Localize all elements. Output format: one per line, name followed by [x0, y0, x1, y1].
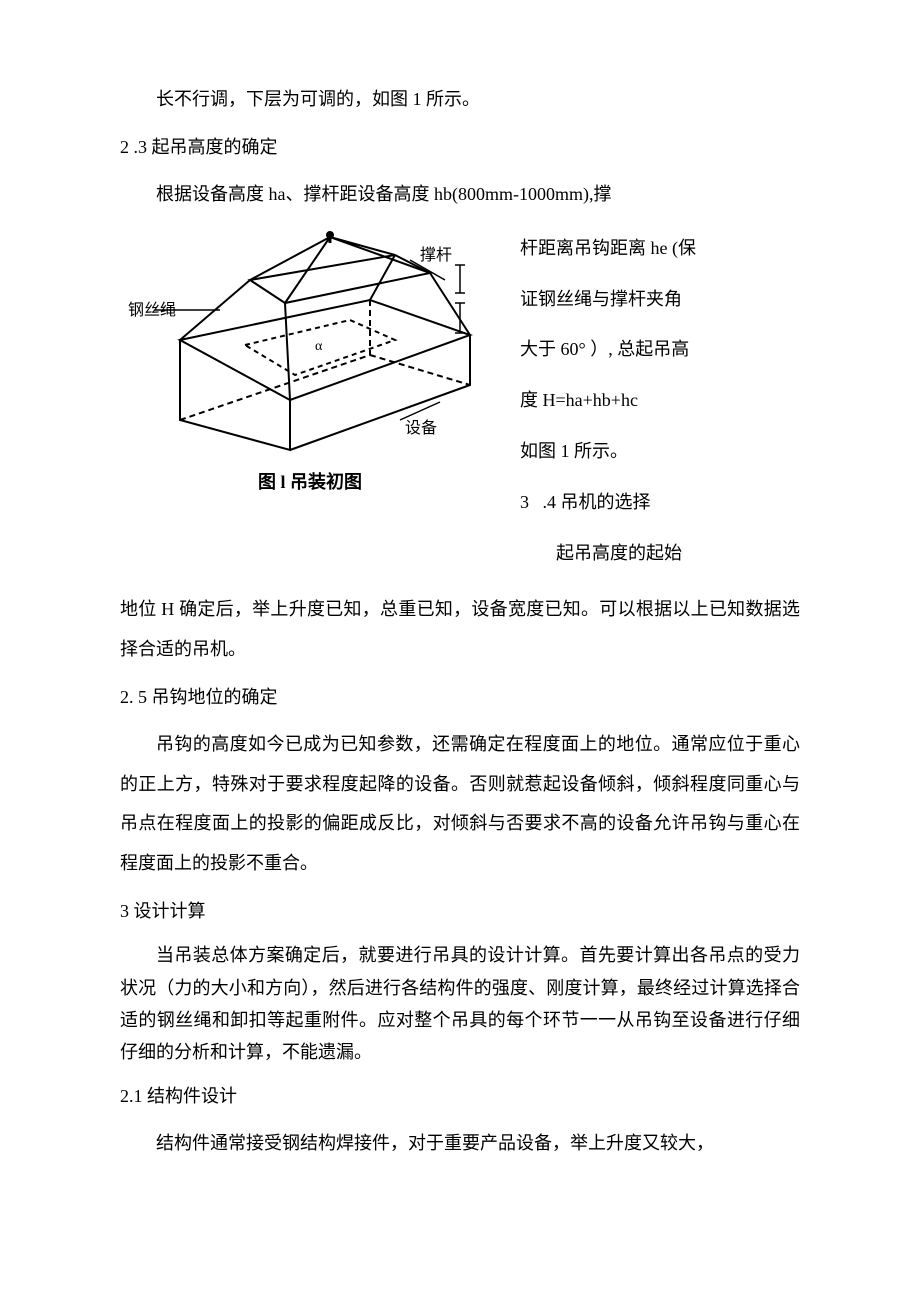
section-2-1-title: 2.1 结构件设计 [120, 1077, 800, 1117]
figure-right-text: 杆距离吊钩距离 he (保 证钢丝绳与撑杆夹角 大于 60° ）, 总起吊高 度… [520, 225, 800, 581]
paragraph-2-4-body: 地位 H 确定后，举上升度已知，总重已知，设备宽度已知。可以根据以上已知数据选择… [120, 590, 800, 669]
fr-line-6: 3 .4 吊机的选择 [520, 479, 800, 526]
figure-1-block: α 钢丝绳 撑杆 设备 图 l 吊装初图 杆距离吊钩距离 he (保 证钢丝绳与… [120, 225, 800, 581]
fr-line-7: 起吊高度的起始 [520, 530, 800, 577]
label-strut: 撑杆 [420, 246, 452, 264]
svg-text:α: α [315, 339, 323, 354]
label-rope: 钢丝绳 [128, 301, 176, 319]
paragraph-2-3-start: 根据设备高度 ha、撑杆距设备高度 hb(800mm-1000mm),撑 [120, 175, 800, 215]
fr-line-2: 证钢丝绳与撑杆夹角 [520, 276, 800, 323]
lifting-diagram: α 钢丝绳 撑杆 设备 [120, 225, 500, 455]
figure-left-column: α 钢丝绳 撑杆 设备 图 l 吊装初图 [120, 225, 500, 503]
section-2-3-title: 2 .3 起吊高度的确定 [120, 128, 800, 168]
fr-line-5: 如图 1 所示。 [520, 428, 800, 475]
fr-line-3: 大于 60° ）, 总起吊高 [520, 326, 800, 373]
paragraph-3-body: 当吊装总体方案确定后，就要进行吊具的设计计算。首先要计算出各吊点的受力状况（力的… [120, 939, 800, 1069]
fr-line-4: 度 H=ha+hb+hc [520, 377, 800, 424]
figure-1-caption: 图 l 吊装初图 [258, 463, 362, 503]
fr-line-1: 杆距离吊钩距离 he (保 [520, 225, 800, 272]
paragraph-continuation: 长不行调，下层为可调的，如图 1 所示。 [120, 80, 800, 120]
section-3-title: 3 设计计算 [120, 892, 800, 932]
paragraph-2-1-body: 结构件通常接受钢结构焊接件，对于重要产品设备，举上升度又较大， [120, 1124, 800, 1164]
label-equipment: 设备 [405, 419, 437, 437]
paragraph-2-5-body: 吊钩的高度如今已成为已知参数，还需确定在程度面上的地位。通常应位于重心的正上方，… [120, 725, 800, 883]
section-2-5-title: 2. 5 吊钩地位的确定 [120, 678, 800, 718]
